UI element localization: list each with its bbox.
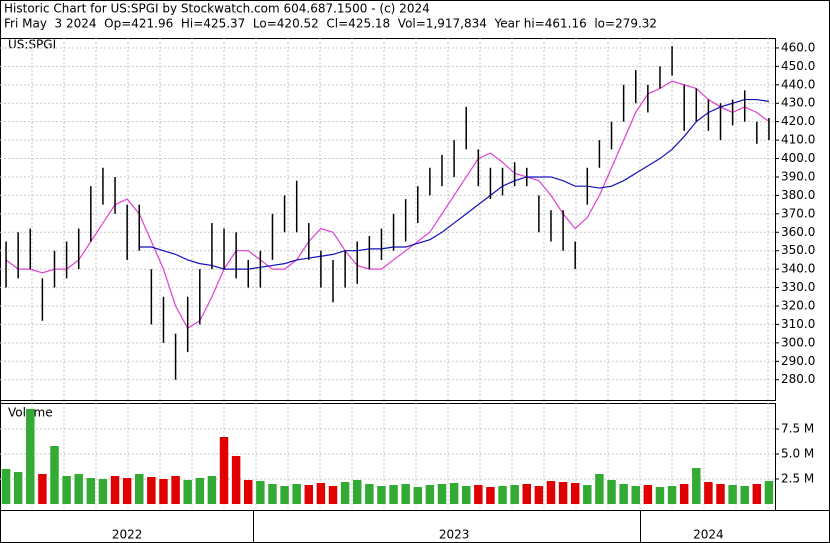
y-tick-label: 2.5 M — [781, 472, 814, 486]
volume-bar — [510, 485, 519, 504]
volume-bar — [752, 484, 762, 504]
x-tick-label: 2022 — [112, 528, 143, 542]
y-tick-label: 420.0 — [781, 114, 815, 128]
y-tick-label: 7.5 M — [781, 422, 814, 436]
volume-bar — [546, 481, 556, 504]
volume-bar — [728, 485, 737, 504]
volume-bar — [62, 476, 71, 504]
y-tick-label: 440.0 — [781, 77, 815, 91]
volume-bar — [583, 485, 592, 504]
volume-bar — [365, 484, 374, 504]
volume-bar — [231, 456, 241, 504]
y-tick-label: 390.0 — [781, 169, 815, 183]
volume-bar — [607, 480, 616, 504]
volume-bar — [352, 480, 362, 504]
y-tick-label: 360.0 — [781, 225, 815, 239]
y-tick-label: 410.0 — [781, 133, 815, 147]
volume-bar — [292, 484, 301, 504]
volume-bar — [207, 476, 217, 504]
volume-bar — [389, 485, 398, 504]
volume-bar — [692, 468, 701, 504]
chart-subtitle: Fri May 3 2024 Op=421.96 Hi=425.37 Lo=42… — [4, 17, 657, 31]
volume-bar — [704, 482, 713, 504]
volume-bar — [437, 484, 447, 504]
y-tick-label: 400.0 — [781, 151, 815, 165]
volume-bar — [147, 477, 156, 504]
volume-bar — [667, 486, 677, 504]
moving-average — [139, 98, 770, 270]
volume-bar — [74, 474, 83, 504]
volume-bar — [13, 472, 23, 504]
volume-bar — [135, 474, 144, 504]
volume-bar — [595, 474, 604, 504]
chart-title: Historic Chart for US:SPGI by Stockwatch… — [4, 2, 430, 16]
volume-bar — [401, 484, 410, 504]
y-tick-label: 450.0 — [781, 59, 815, 73]
volume-bar — [86, 478, 96, 504]
y-tick-label: 5.0 M — [781, 447, 814, 461]
volume-bar — [26, 409, 35, 504]
y-tick-label: 340.0 — [781, 262, 815, 276]
y-tick-label: 310.0 — [781, 317, 815, 331]
volume-bar — [340, 482, 350, 504]
volume-bar — [631, 486, 640, 504]
volume-bar — [244, 480, 253, 504]
y-tick-label: 300.0 — [781, 335, 815, 349]
volume-bar — [449, 483, 459, 504]
volume-bar — [1, 469, 11, 504]
volume-bar — [183, 480, 192, 504]
volume-bar — [655, 487, 665, 504]
volume-bar — [195, 478, 205, 504]
y-tick-label: 350.0 — [781, 243, 815, 257]
volume-bar — [304, 485, 314, 504]
y-tick-label: 280.0 — [781, 372, 815, 386]
y-tick-label: 380.0 — [781, 188, 815, 202]
volume-bar — [740, 486, 749, 504]
moving-average — [5, 80, 770, 329]
volume-bar — [328, 486, 338, 504]
volume-bar — [316, 483, 326, 504]
volume-bar — [122, 478, 132, 504]
volume-bar — [570, 483, 580, 504]
volume-bar — [425, 485, 435, 504]
volume-bar — [50, 446, 59, 504]
volume-bar — [110, 476, 120, 504]
volume-bar — [558, 482, 568, 504]
y-tick-label: 320.0 — [781, 298, 815, 312]
x-tick-label: 2023 — [439, 528, 470, 542]
volume-bar — [716, 484, 725, 504]
volume-bar — [461, 486, 471, 504]
y-tick-label: 460.0 — [781, 40, 815, 54]
y-tick-label: 370.0 — [781, 206, 815, 220]
volume-bar — [679, 484, 689, 504]
volume-bar — [643, 485, 653, 504]
y-tick-label: 430.0 — [781, 96, 815, 110]
volume-bar — [268, 484, 277, 504]
volume-bar — [377, 486, 386, 504]
volume-bar — [413, 487, 423, 504]
y-tick-label: 330.0 — [781, 280, 815, 294]
price-panel — [0, 38, 776, 401]
volume-bar — [486, 487, 495, 504]
volume-bar — [98, 479, 108, 504]
x-tick-label: 2024 — [693, 528, 724, 542]
volume-bar — [171, 476, 180, 504]
volume-bar — [219, 437, 229, 504]
volume-bar — [498, 486, 507, 504]
volume-bar — [159, 479, 168, 504]
volume-bar — [38, 474, 47, 504]
volume-bar — [280, 486, 289, 504]
volume-bar — [534, 486, 544, 504]
y-tick-label: 290.0 — [781, 354, 815, 368]
volume-bar — [619, 484, 628, 504]
volume-bar — [764, 481, 774, 504]
volume-bar — [474, 485, 483, 504]
volume-bar — [522, 484, 531, 504]
volume-bar — [256, 481, 265, 504]
